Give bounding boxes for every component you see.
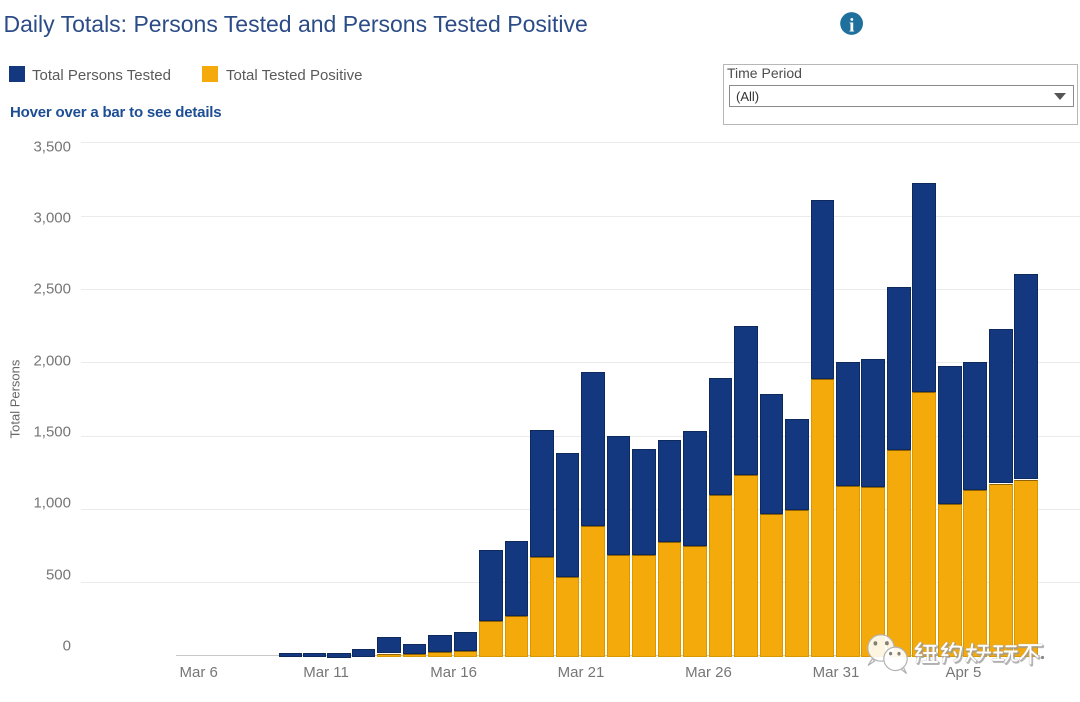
svg-text:i: i <box>849 16 854 36</box>
